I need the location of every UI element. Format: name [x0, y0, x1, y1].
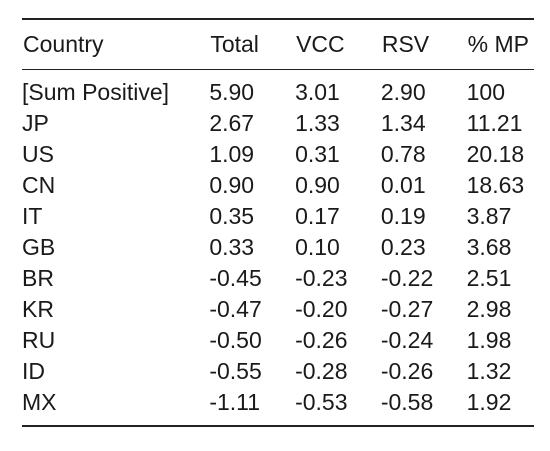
cell-total: -0.45	[209, 265, 262, 291]
cell-country: ID	[22, 358, 45, 384]
cell-pct-mp: 2.98	[466, 296, 512, 322]
cell-rsv: -0.24	[380, 327, 434, 353]
cell-vcc: 1.33	[295, 110, 340, 136]
cell-country: KR	[22, 296, 54, 322]
cell-total: -0.55	[209, 358, 262, 384]
cell-pct-mp: 1.32	[466, 358, 512, 384]
header-total: Total	[210, 31, 259, 57]
cell-pct-mp: 1.98	[466, 327, 512, 353]
cell-total: 2.67	[209, 110, 255, 136]
cell-vcc: 0.90	[295, 172, 340, 198]
cell-vcc: -0.23	[295, 265, 348, 291]
cell-total: -0.50	[209, 327, 262, 353]
cell-total: 0.33	[209, 234, 255, 260]
cell-total: -1.11	[209, 389, 261, 415]
cell-vcc: 0.17	[295, 203, 340, 229]
cell-vcc: 0.10	[295, 234, 340, 260]
table-row: KR -0.47 -0.20 -0.27 2.98	[22, 294, 534, 325]
cell-pct-mp: 3.68	[466, 234, 512, 260]
header-rsv: RSV	[381, 31, 430, 57]
cell-pct-mp: 100	[466, 79, 505, 105]
cell-rsv: 0.01	[380, 172, 426, 198]
table-row: CN 0.90 0.90 0.01 18.63	[22, 170, 534, 201]
header-vcc: VCC	[296, 31, 345, 57]
cell-vcc: 3.01	[295, 79, 340, 105]
table-row: IT 0.35 0.17 0.19 3.87	[22, 201, 534, 232]
table-row: ID -0.55 -0.28 -0.26 1.32	[22, 356, 534, 387]
cell-pct-mp: 2.51	[466, 265, 512, 291]
cell-total: 1.09	[209, 141, 255, 167]
table-row: GB 0.33 0.10 0.23 3.68	[22, 232, 534, 263]
cell-country: MX	[22, 389, 57, 415]
header-country: Country	[23, 31, 104, 57]
cell-total: 5.90	[209, 79, 255, 105]
cell-country: US	[22, 141, 54, 167]
cell-country: BR	[22, 265, 54, 291]
cell-total: -0.47	[209, 296, 262, 322]
cell-rsv: 0.19	[380, 203, 426, 229]
header-row: Country Total VCC RSV % MP	[22, 19, 534, 70]
cell-pct-mp: 20.18	[466, 141, 525, 167]
cell-vcc: -0.28	[295, 358, 348, 384]
cell-country: GB	[22, 234, 56, 260]
cell-vcc: 0.31	[295, 141, 340, 167]
cell-total: 0.90	[209, 172, 255, 198]
cell-vcc: -0.26	[295, 327, 348, 353]
cell-vcc: -0.20	[295, 296, 348, 322]
data-table: Country Total VCC RSV % MP [Sum Positive…	[22, 18, 534, 427]
cell-pct-mp: 11.21	[466, 110, 523, 136]
cell-vcc: -0.53	[295, 389, 348, 415]
table-row: [Sum Positive] 5.90 3.01 2.90 100	[22, 70, 534, 109]
cell-rsv: 0.78	[380, 141, 426, 167]
table-header: Country Total VCC RSV % MP	[22, 19, 534, 70]
cell-pct-mp: 3.87	[466, 203, 512, 229]
cell-pct-mp: 18.63	[466, 172, 525, 198]
cell-total: 0.35	[209, 203, 255, 229]
cell-rsv: -0.58	[380, 389, 434, 415]
cell-rsv: -0.22	[380, 265, 434, 291]
cell-pct-mp: 1.92	[466, 389, 512, 415]
header-pct-mp: % MP	[467, 31, 529, 57]
table-row: BR -0.45 -0.23 -0.22 2.51	[22, 263, 534, 294]
cell-country: CN	[22, 172, 56, 198]
data-table-container: Country Total VCC RSV % MP [Sum Positive…	[22, 18, 534, 427]
cell-rsv: 1.34	[380, 110, 426, 136]
cell-country: RU	[22, 327, 56, 353]
table-row: MX -1.11 -0.53 -0.58 1.92	[22, 387, 534, 426]
cell-country: JP	[22, 110, 49, 136]
table-body: [Sum Positive] 5.90 3.01 2.90 100 JP 2.67 1.33 1…	[22, 70, 534, 426]
cell-country: IT	[22, 203, 43, 229]
table-row: US 1.09 0.31 0.78 20.18	[22, 139, 534, 170]
cell-rsv: 0.23	[380, 234, 426, 260]
table-row: JP 2.67 1.33 1.34 11.21	[22, 108, 534, 139]
table-row: RU -0.50 -0.26 -0.24 1.98	[22, 325, 534, 356]
cell-rsv: -0.27	[380, 296, 434, 322]
cell-country: [Sum Positive]	[22, 79, 169, 105]
cell-rsv: 2.90	[380, 79, 426, 105]
cell-rsv: -0.26	[380, 358, 434, 384]
